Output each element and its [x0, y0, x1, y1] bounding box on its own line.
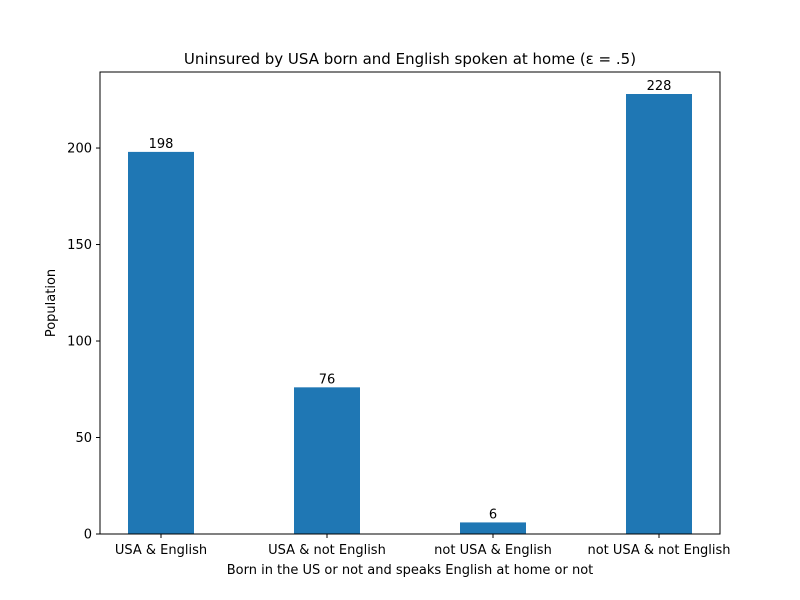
bar-value-label: 198	[149, 137, 174, 152]
y-tick-label: 0	[84, 528, 92, 543]
x-tick-label: not USA & English	[434, 543, 552, 558]
bar-value-label: 6	[489, 507, 497, 522]
x-tick-label: not USA & not English	[587, 543, 730, 558]
bar	[460, 522, 526, 534]
bar-value-label: 76	[319, 372, 336, 387]
bar-value-label: 228	[647, 79, 672, 94]
x-axis-label: Born in the US or not and speaks English…	[227, 563, 594, 578]
y-tick-label: 200	[67, 142, 92, 157]
plot-area: 0 50 100 150 200 198 USA & English 76 USA & not …	[67, 79, 730, 558]
y-tick-label: 100	[67, 335, 92, 350]
bar	[626, 94, 692, 534]
bar	[294, 387, 360, 534]
axes-frame	[99, 71, 721, 535]
chart-title: Uninsured by USA born and English spoken…	[184, 50, 636, 68]
y-axis-label: Population	[44, 269, 59, 337]
x-tick-label: USA & English	[115, 543, 207, 558]
y-tick-label: 150	[67, 238, 92, 253]
bar	[128, 151, 194, 535]
x-tick-label: USA & not English	[268, 543, 386, 558]
y-tick-label: 50	[75, 431, 92, 446]
